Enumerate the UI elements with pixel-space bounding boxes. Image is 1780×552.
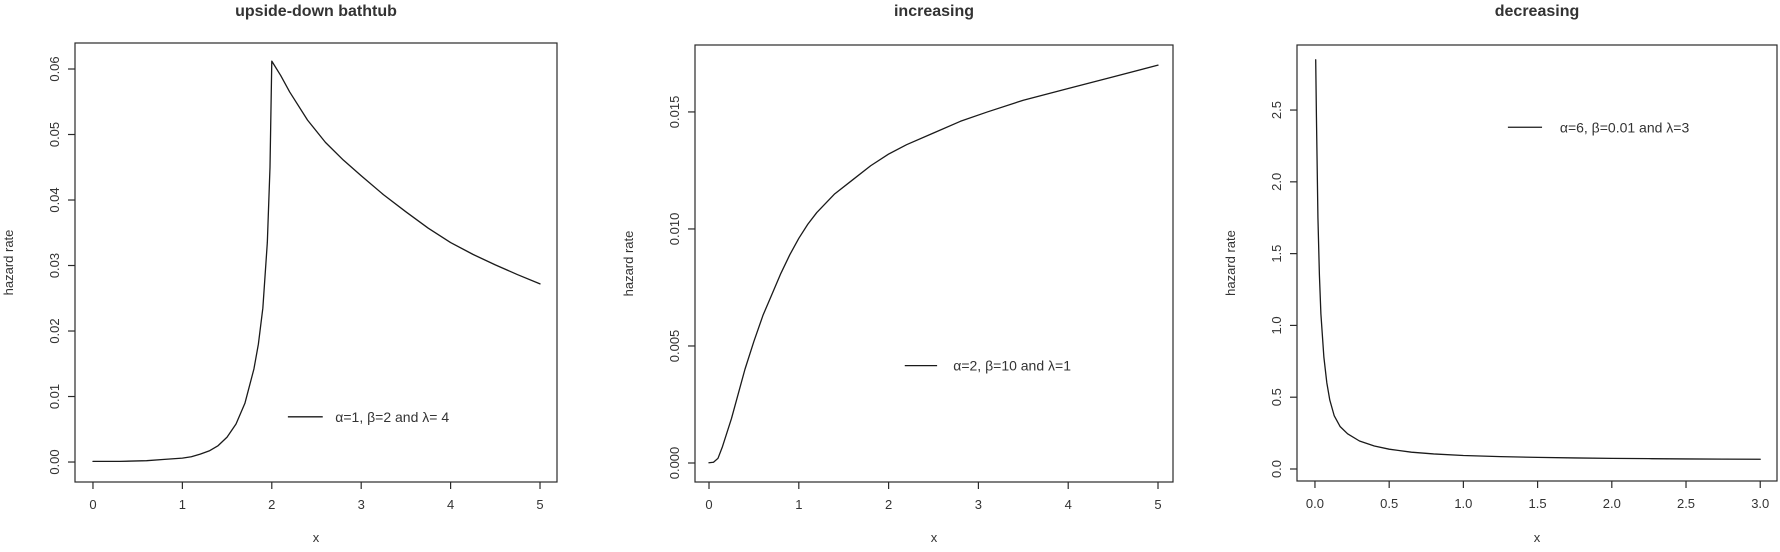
x-tick-label: 5 (536, 497, 543, 512)
legend-label: α=2, β=10 and λ=1 (953, 358, 1071, 374)
x-tick-label: 1.0 (1454, 496, 1472, 511)
y-axis-label: hazard rate (1223, 230, 1238, 296)
y-tick-label: 0.015 (667, 96, 682, 129)
x-axis-label: x (313, 530, 320, 545)
x-tick-label: 3 (358, 497, 365, 512)
x-tick-label: 2.5 (1677, 496, 1695, 511)
y-tick-label: 0.010 (667, 213, 682, 246)
y-tick-label: 0.02 (47, 318, 62, 343)
x-tick-label: 1 (795, 497, 802, 512)
y-tick-label: 0.04 (47, 187, 62, 212)
y-tick-label: 0.000 (667, 447, 682, 480)
x-tick-label: 1 (179, 497, 186, 512)
x-tick-label: 3.0 (1751, 496, 1769, 511)
y-tick-label: 0.05 (47, 122, 62, 147)
y-tick-label: 0.0 (1269, 460, 1284, 478)
y-tick-label: 2.0 (1269, 173, 1284, 191)
panel-title: decreasing (1495, 3, 1579, 20)
x-tick-label: 4 (1065, 497, 1072, 512)
x-tick-label: 2 (268, 497, 275, 512)
y-tick-label: 0.03 (47, 253, 62, 278)
x-axis-label: x (931, 530, 938, 545)
panel-increasing: increasing x hazard rate 0 1 2 3 4 5 0.000 0.005 0.… (621, 3, 1174, 545)
legend-label: α=6, β=0.01 and λ=3 (1560, 119, 1690, 135)
panel-title: upside-down bathtub (235, 3, 397, 20)
y-tick-label: 0.00 (47, 449, 62, 474)
x-tick-label: 2.0 (1603, 496, 1621, 511)
legend-label: α=1, β=2 and λ= 4 (335, 409, 449, 425)
hazard-curve (1315, 59, 1761, 460)
y-axis-label: hazard rate (1, 230, 16, 296)
panel-decreasing: decreasing x hazard rate 0.0 0.5 1.0 1.5 2.0 2.5… (1223, 3, 1778, 545)
y-axis-label: hazard rate (621, 231, 636, 297)
panel-title: increasing (894, 3, 974, 20)
x-tick-label: 0.5 (1380, 496, 1398, 511)
x-tick-label: 3 (975, 497, 982, 512)
y-tick-label: 2.5 (1269, 101, 1284, 119)
x-tick-label: 4 (447, 497, 454, 512)
plot-box (694, 44, 1174, 483)
plot-box (1296, 44, 1778, 482)
x-tick-label: 2 (885, 497, 892, 512)
x-tick-label: 1.5 (1529, 496, 1547, 511)
x-tick-label: 0 (89, 497, 96, 512)
y-tick-label: 1.5 (1269, 245, 1284, 263)
x-tick-label: 0.0 (1306, 496, 1324, 511)
panel-upside-down-bathtub: upside-down bathtub x hazard rate 0 1 2 3 4 5 0.0… (1, 3, 558, 545)
y-tick-label: 1.0 (1269, 316, 1284, 334)
y-tick-label: 0.06 (47, 56, 62, 81)
x-tick-label: 5 (1154, 497, 1161, 512)
y-tick-label: 0.005 (667, 330, 682, 363)
x-tick-label: 0 (705, 497, 712, 512)
hazard-curve (708, 64, 1159, 464)
x-axis-label: x (1534, 530, 1541, 545)
y-tick-label: 0.5 (1269, 388, 1284, 406)
hazard-curve (92, 60, 541, 463)
y-tick-label: 0.01 (47, 384, 62, 409)
plot-box (74, 42, 558, 483)
